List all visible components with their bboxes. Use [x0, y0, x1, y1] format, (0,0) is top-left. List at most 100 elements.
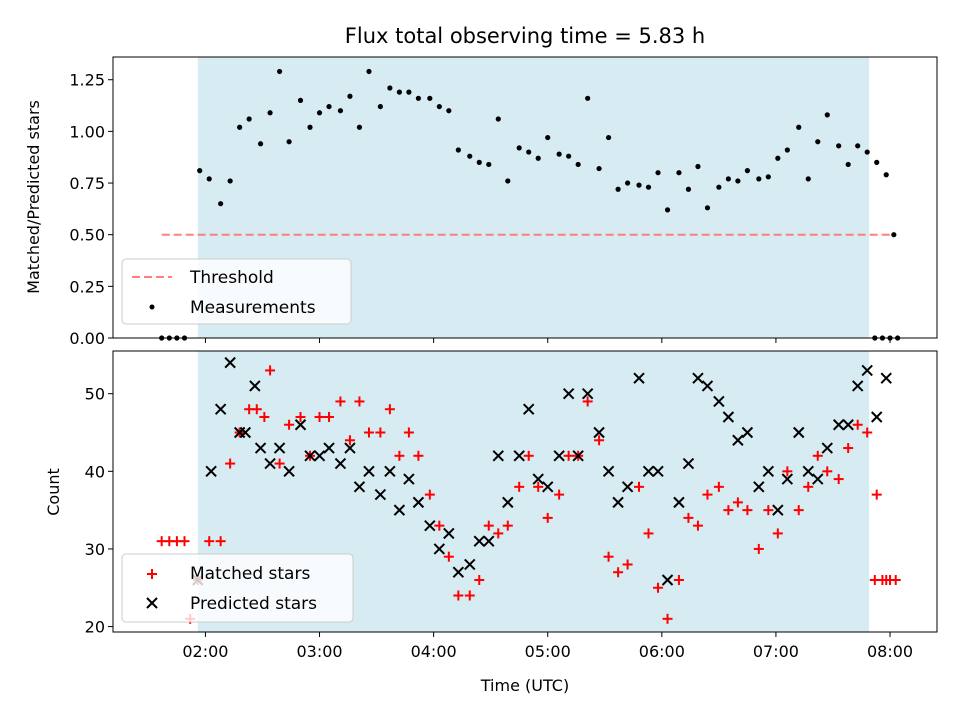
legend-measurements-swatch	[149, 304, 155, 310]
predicted-star-point	[473, 535, 485, 547]
predicted-star-point	[433, 543, 446, 555]
matched-star-point	[363, 427, 374, 438]
predicted-star-point	[880, 372, 892, 384]
measurement-point	[486, 161, 492, 168]
matched-star-point	[683, 512, 694, 523]
matched-star-point	[542, 512, 553, 523]
matched-star-point	[265, 365, 276, 376]
matched-star-point	[403, 427, 414, 438]
matched-star-point	[653, 582, 664, 593]
measurement-point	[237, 124, 243, 130]
predicted-star-point-b	[249, 380, 261, 392]
predicted-star-point	[452, 566, 465, 578]
legend-matched-swatch	[147, 569, 157, 579]
predicted-star-point-b	[532, 473, 544, 485]
measurement-point	[206, 176, 212, 182]
measurement-point	[883, 172, 889, 178]
matched-star-point	[803, 481, 814, 492]
measurement-point	[297, 97, 304, 103]
matched-star-point	[885, 574, 896, 585]
predicted-star-point	[762, 465, 775, 478]
x-tick-label: 02:00	[182, 642, 228, 661]
matched-star-point	[443, 551, 454, 562]
predicted-star-point	[722, 411, 735, 423]
matched-star-point	[179, 536, 190, 547]
legend-matched-label: Matched stars	[190, 564, 310, 584]
measurement-point	[337, 108, 344, 114]
matched-star-point	[453, 590, 464, 601]
measurement-point	[446, 108, 452, 114]
measurement-point	[467, 153, 473, 159]
matched-star-point	[434, 520, 445, 531]
measurement-point	[377, 103, 383, 110]
legend-predicted-swatch	[146, 597, 158, 609]
predicted-star-point	[861, 364, 873, 377]
legend-plus-marker	[147, 569, 157, 579]
matched-star-point	[594, 435, 605, 446]
matched-star-point	[215, 536, 226, 547]
measurement-point	[436, 103, 442, 110]
predicted-star-point-b	[403, 473, 415, 485]
y-tick-label: 30	[85, 540, 105, 559]
measurement-point	[815, 139, 821, 145]
matched-star-point	[702, 489, 713, 500]
predicted-star-point	[464, 558, 476, 571]
legend-measurements-label: Measurements	[190, 298, 316, 318]
measurement-point	[855, 143, 861, 149]
predicted-star-point	[344, 442, 356, 454]
measurement-point	[664, 207, 671, 213]
legend-box	[121, 258, 352, 325]
predicted-star-point-b	[254, 442, 267, 454]
predicted-star-point-b	[304, 450, 316, 462]
predicted-star-point-b	[722, 411, 735, 423]
predicted-star-point-b	[612, 496, 624, 509]
predicted-star-point	[741, 426, 754, 439]
predicted-star-point-b	[523, 403, 535, 415]
measurement-point	[596, 165, 602, 172]
matched-star-point	[493, 528, 504, 539]
predicted-star-point-b	[473, 535, 485, 547]
predicted-star-point	[239, 426, 252, 439]
predicted-star-point	[572, 450, 584, 462]
predicted-star-point	[612, 496, 624, 509]
matched-star-point	[375, 427, 386, 438]
matched-star-point	[354, 396, 365, 407]
predicted-star-point-b	[443, 527, 455, 540]
ratio-plot-frame	[112, 56, 938, 339]
matched-star-point	[413, 450, 424, 461]
measurement-point	[218, 201, 224, 207]
predicted-star-point	[713, 395, 725, 408]
predicted-star-point-b	[502, 496, 514, 509]
predicted-star-point-b	[871, 411, 883, 423]
measurement-point	[735, 178, 741, 184]
matched-star-point	[634, 481, 645, 492]
predicted-star-point-b	[553, 450, 565, 462]
matched-star-point	[554, 489, 565, 500]
measurement-point	[676, 170, 682, 176]
predicted-star-point	[802, 465, 814, 478]
predicted-star-point-b	[294, 419, 307, 431]
predicted-star-point	[673, 496, 685, 509]
measurement-point	[427, 95, 433, 101]
predicted-star-point	[553, 450, 565, 462]
predicted-star-point	[753, 481, 765, 493]
predicted-star-point-b	[264, 457, 276, 470]
measurement-point	[566, 153, 572, 159]
y-tick-label: 50	[85, 385, 105, 404]
predicted-star-point-b	[713, 395, 725, 408]
predicted-star-point	[443, 527, 455, 540]
count-legend: Matched stars Predicted stars	[121, 553, 354, 623]
predicted-star-point	[562, 387, 575, 400]
predicted-star-point-b	[851, 380, 864, 392]
measurement-point	[636, 182, 642, 188]
y-tick-label: 0.00	[69, 329, 105, 348]
predicted-star-point-b	[701, 380, 714, 392]
predicted-star-point-b	[673, 496, 685, 509]
predicted-star-point-b	[861, 364, 873, 377]
matched-star-point	[335, 396, 346, 407]
matched-star-point	[314, 411, 325, 422]
legend-box	[121, 553, 354, 623]
predicted-star-point-b	[513, 450, 525, 462]
predicted-star-point-b	[334, 457, 347, 470]
predicted-star-point	[374, 488, 387, 501]
